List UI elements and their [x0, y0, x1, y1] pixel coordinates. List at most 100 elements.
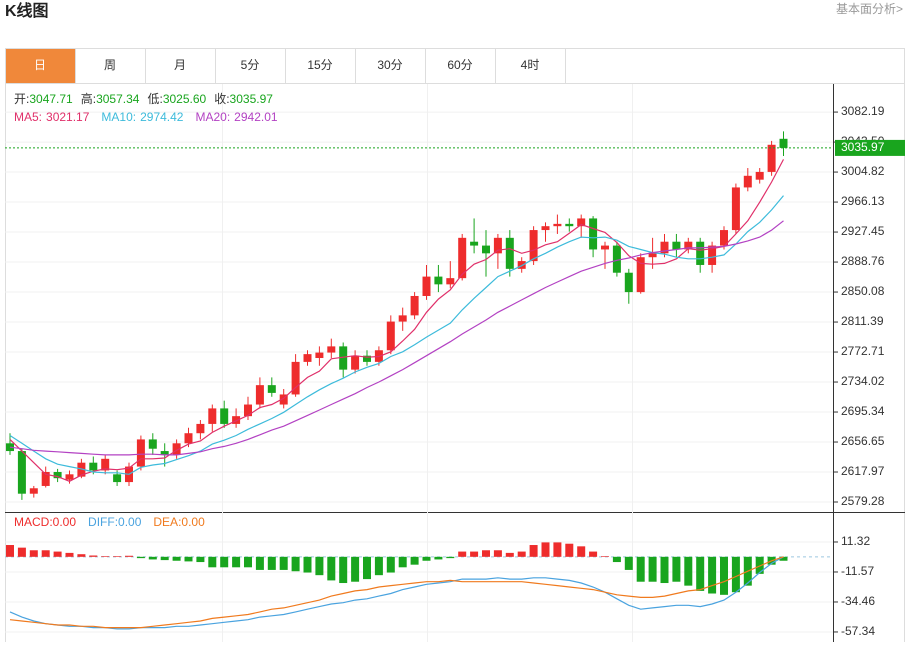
macd-bar [41, 550, 50, 557]
ma-value: 3021.17 [46, 110, 90, 124]
macd-bar [113, 556, 122, 557]
tab[interactable] [355, 48, 426, 84]
tab-label[interactable]: 周 [104, 58, 116, 72]
candle-body [493, 237, 502, 254]
macd-bar [482, 550, 490, 557]
y-tick-label: 11.32 [841, 534, 870, 548]
tab-label[interactable]: 15分 [307, 58, 332, 72]
ohlc-value: 3057.34 [96, 92, 140, 106]
macd-bar [196, 556, 205, 563]
ohlc-value: 3025.60 [163, 92, 207, 106]
ma-name: MA10: [101, 110, 136, 124]
y-tick-label: 2617.97 [841, 464, 885, 478]
macd-bar [577, 546, 586, 557]
macd-bar [65, 552, 74, 557]
macd-bar [53, 551, 62, 557]
macd-bar [672, 556, 681, 582]
macd-bar [184, 556, 193, 562]
tab-label[interactable]: 月 [174, 58, 186, 72]
tab[interactable] [215, 48, 286, 84]
last-price-label: 3035.97 [841, 140, 885, 154]
tab-label[interactable]: 5分 [241, 58, 260, 72]
macd-bar [648, 556, 657, 582]
y-tick-label: 2656.65 [841, 434, 885, 448]
candle-body [660, 241, 669, 254]
macd-bar [624, 556, 633, 570]
macd-bar [125, 555, 133, 557]
macd-bar [410, 556, 419, 565]
chart-frame [5, 48, 905, 647]
macd-bar [160, 556, 169, 561]
macd-value: 0.00 [118, 515, 142, 529]
macd-bar [446, 556, 455, 559]
macd-bar [422, 556, 431, 561]
macd-bar [731, 556, 740, 593]
macd-bar [434, 556, 443, 560]
macd-bar [279, 556, 288, 570]
candle-body [315, 352, 324, 359]
candle-body [731, 187, 740, 231]
macd-bar [636, 556, 645, 582]
candle-body [184, 433, 193, 444]
macd-bar [339, 556, 348, 584]
ma-value: 2942.01 [234, 110, 278, 124]
tab[interactable] [495, 48, 566, 84]
macd-name: DIFF: [88, 515, 118, 529]
candle-body [279, 394, 288, 405]
candle-body [684, 241, 693, 250]
macd-bar [327, 556, 336, 581]
macd-bar [136, 556, 145, 559]
y-tick-label: 2695.34 [841, 404, 885, 418]
y-tick-label: 2850.08 [841, 284, 885, 298]
macd-bar [220, 556, 229, 568]
macd-legend: MACD:0.00 DIFF:0.00 DEA:0.00 [14, 515, 205, 529]
tab-label[interactable]: 60分 [447, 58, 472, 72]
macd-bar [470, 551, 479, 557]
tab-label[interactable]: 日 [34, 58, 46, 72]
tab[interactable] [285, 48, 356, 84]
macd-bar [17, 547, 26, 557]
macd-bar [517, 551, 526, 557]
macd-bar [172, 556, 181, 561]
candle-body [351, 355, 360, 370]
candle-body [291, 361, 300, 395]
tab[interactable] [425, 48, 496, 84]
macd-bar [493, 550, 502, 557]
candle-body [422, 276, 431, 296]
candle-body [255, 385, 264, 405]
candle-body [339, 346, 348, 370]
macd-bar [29, 550, 38, 557]
macd-bar [589, 551, 598, 557]
macd-bar [398, 556, 407, 568]
macd-bar [77, 554, 86, 557]
candle-body [601, 245, 609, 250]
candle-body [113, 474, 122, 483]
candle-body [767, 144, 776, 172]
y-tick-label: -57.34 [841, 624, 875, 638]
macd-bar [458, 551, 467, 557]
macd-bar [565, 543, 574, 557]
fundamentals-link[interactable]: 基本面分析> [836, 2, 903, 16]
candle-body [517, 261, 526, 269]
candle-body [172, 443, 181, 455]
macd-bar [529, 545, 538, 557]
macd-bar [89, 555, 98, 557]
candle-body [77, 462, 86, 477]
tab-label[interactable]: 30分 [377, 58, 402, 72]
macd-bar [232, 556, 241, 568]
candle-body [65, 474, 74, 480]
tab[interactable] [5, 48, 76, 84]
macd-value: 0.00 [53, 515, 77, 529]
macd-bar [303, 556, 312, 573]
macd-bar [779, 556, 788, 561]
tab-label[interactable]: 4时 [521, 58, 540, 72]
ohlc-name: 收: [214, 92, 229, 106]
ohlc-name: 低: [147, 92, 162, 106]
macd-bar [386, 556, 395, 573]
candle-body [232, 416, 241, 424]
macd-bar [244, 556, 252, 568]
candle-body [648, 253, 657, 258]
macd-bar [208, 556, 217, 568]
